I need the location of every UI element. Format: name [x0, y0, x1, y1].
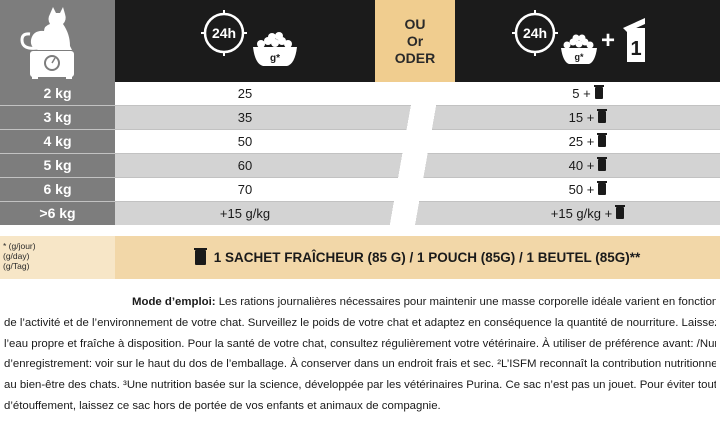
- plus-sign: +: [601, 27, 615, 54]
- table-row: 2 kg 25 5 +: [0, 82, 720, 105]
- cat-weight: 5 kg: [0, 154, 115, 177]
- pouch-icon: [597, 133, 608, 147]
- dry-amount: +15 g/kg: [219, 206, 271, 221]
- table-row: >6 kg +15 g/kg +15 g/kg +: [0, 202, 720, 225]
- grams-label: g*: [270, 53, 280, 64]
- dry-amount: 50: [237, 134, 253, 149]
- mixed-amount: 40 +: [455, 154, 720, 177]
- mixed-feeding-header: 24h g* + 1: [455, 0, 720, 82]
- pouch-icon: [193, 248, 207, 265]
- instructions-line: l’eau propre et fraîche à disposition. P…: [4, 337, 716, 350]
- mixed-amount: 25 +: [455, 130, 720, 153]
- instructions-line: de l’activité et de l’environnement de v…: [4, 316, 716, 329]
- units-note: * (g/jour) (g/day) (g/Tag): [3, 241, 36, 271]
- cat-weight: >6 kg: [0, 202, 115, 225]
- pouch-text: 1 SACHET FRAÎCHEUR (85 G) / 1 POUCH (85G…: [213, 250, 641, 265]
- instructions-title: Mode d’emploi:: [132, 296, 216, 308]
- mixed-amount: +15 g/kg +: [455, 202, 720, 225]
- cat-on-scale-icon: [20, 7, 74, 79]
- pouch-icon: [597, 109, 608, 123]
- pouch-icon: [597, 157, 608, 171]
- pouch-info: 1 SACHET FRAÎCHEUR (85 G) / 1 POUCH (85G…: [115, 236, 720, 279]
- table-row: 5 kg 60 40 +: [0, 154, 720, 177]
- units-note-box: [0, 236, 115, 279]
- pouch-info-band: [0, 236, 720, 279]
- or-label-fr: OU: [404, 15, 426, 32]
- cat-weight: 4 kg: [0, 130, 115, 153]
- dry-food-header: 24h g*: [115, 0, 375, 82]
- mixed-feeding-icon: 24h g* + 1: [512, 10, 645, 64]
- table-row: 3 kg 35 15 +: [0, 106, 720, 129]
- dry-food-bowl-icon: 24h g*: [201, 10, 297, 66]
- cat-weight: 3 kg: [0, 106, 115, 129]
- instructions-line: d’enregistrement: voir sur le haut du do…: [4, 358, 716, 371]
- grams-label-2: g*: [575, 52, 584, 62]
- cat-weight: 2 kg: [0, 82, 115, 105]
- pouch-icon: [593, 85, 604, 99]
- unit-de: (g/Tag): [3, 261, 30, 271]
- dry-amount: 70: [237, 182, 253, 197]
- pouch-icon: [615, 205, 626, 219]
- dry-amount: 60: [237, 158, 253, 173]
- or-divider: OU Or ODER: [375, 0, 455, 82]
- dry-amount: 35: [237, 110, 253, 125]
- mixed-amount: 5 +: [455, 82, 720, 105]
- mixed-amount: 50 +: [455, 178, 720, 201]
- unit-fr: * (g/jour): [3, 241, 36, 251]
- hours-label-2: 24h: [523, 25, 547, 41]
- column-divider: [375, 82, 455, 225]
- mixed-amount: 15 +: [455, 106, 720, 129]
- instructions: Mode d’emploi: Les rations journalières …: [4, 292, 716, 417]
- instructions-line: d’étouffement, laissez ce sac hors de po…: [4, 399, 441, 412]
- table-row: 6 kg 70 50 +: [0, 178, 720, 201]
- pouch-icon: [597, 181, 608, 195]
- cat-scale-header: [0, 0, 115, 82]
- table-row: 4 kg 50 25 +: [0, 130, 720, 153]
- or-label-de: ODER: [394, 49, 436, 66]
- instructions-line: Mode d’emploi: Les rations journalières …: [132, 296, 716, 308]
- or-label-en: Or: [406, 32, 424, 49]
- hours-label: 24h: [212, 25, 236, 41]
- cat-weight: 6 kg: [0, 178, 115, 201]
- pouch-count: 1: [630, 38, 641, 60]
- feeding-table: 24h g* OU Or ODER 24h: [0, 0, 720, 225]
- dry-amount: 25: [237, 86, 253, 101]
- unit-en: (g/day): [3, 251, 30, 261]
- instructions-line: au bien-être des chats. ³Une nutrition b…: [4, 379, 716, 392]
